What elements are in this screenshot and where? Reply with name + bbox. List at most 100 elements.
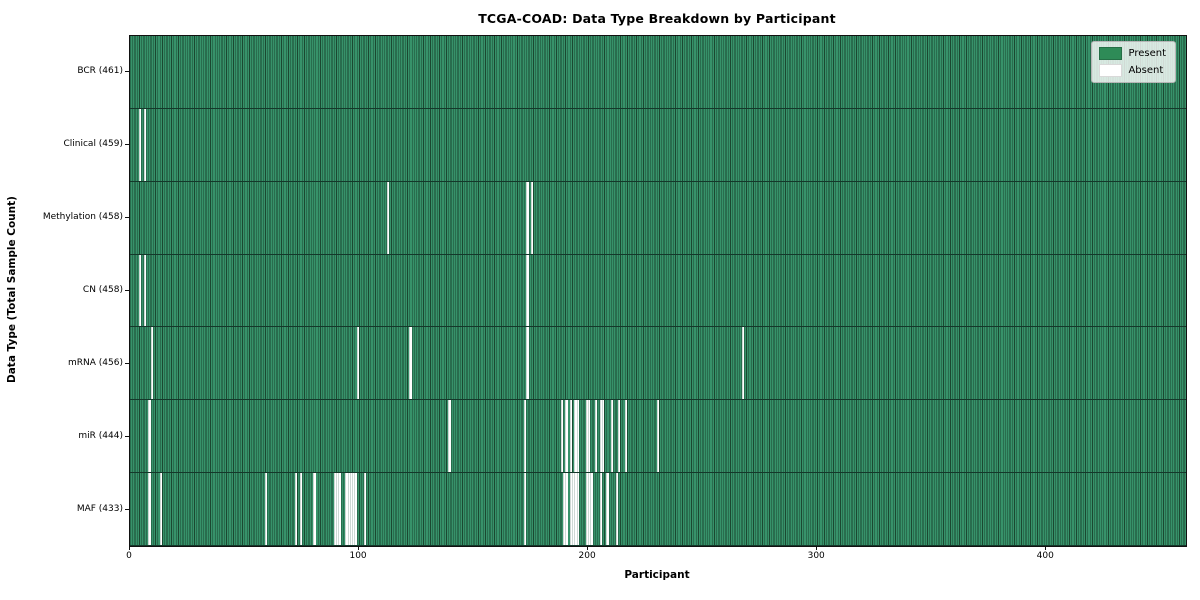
absent-stripe xyxy=(148,473,151,545)
absent-stripe xyxy=(572,473,575,545)
absent-stripe xyxy=(313,473,316,545)
absent-stripe xyxy=(265,473,268,545)
absent-stripe xyxy=(569,473,573,545)
absent-stripe xyxy=(347,473,350,545)
absent-stripe xyxy=(624,400,628,473)
absent-stripe xyxy=(159,473,163,545)
absent-stripe xyxy=(615,473,618,545)
y-tick-mark xyxy=(125,508,129,510)
absent-stripe xyxy=(576,400,579,473)
absent-stripe xyxy=(352,473,355,545)
absent-stripe xyxy=(595,400,598,473)
heatmap-row-methylation xyxy=(130,181,1186,255)
absent-stripe xyxy=(349,473,353,545)
absent-stripe xyxy=(569,400,573,473)
absent-swatch-icon xyxy=(1099,64,1123,77)
absent-stripe xyxy=(574,400,577,473)
absent-stripe xyxy=(524,473,527,545)
plot-area: Present Absent xyxy=(129,35,1187,547)
y-tick-label: Clinical (459) xyxy=(63,139,123,150)
y-tick-mark xyxy=(125,435,129,437)
absent-stripe xyxy=(139,108,142,181)
absent-stripe xyxy=(611,400,614,473)
absent-stripe xyxy=(356,327,360,400)
x-tick-label: 400 xyxy=(1036,551,1054,561)
y-tick-label: mRNA (456) xyxy=(68,357,123,368)
absent-stripe xyxy=(338,473,341,545)
absent-stripe xyxy=(574,473,577,545)
absent-stripe xyxy=(588,400,591,473)
absent-stripe xyxy=(585,473,589,545)
y-tick-mark xyxy=(125,290,129,291)
absent-stripe xyxy=(386,181,389,254)
y-tick-label: miR (444) xyxy=(78,430,123,441)
x-axis-label: Participant xyxy=(624,569,690,581)
absent-stripe xyxy=(409,327,412,400)
absent-stripe xyxy=(617,400,621,473)
absent-stripe xyxy=(562,473,566,545)
heatmap-row-clinical xyxy=(130,108,1186,182)
y-tick-mark xyxy=(125,144,129,146)
x-tick-mark xyxy=(128,546,130,550)
heatmap-row-mir xyxy=(130,400,1186,474)
legend-item-absent: Absent xyxy=(1099,64,1166,77)
absent-stripe xyxy=(524,400,527,473)
absent-stripe xyxy=(599,473,602,545)
y-tick-label: Methylation (458) xyxy=(42,212,123,223)
absent-stripe xyxy=(148,400,151,473)
absent-stripe xyxy=(530,181,534,254)
legend: Present Absent xyxy=(1091,41,1176,83)
y-tick-label: CN (458) xyxy=(82,285,123,295)
absent-stripe xyxy=(139,254,142,327)
absent-stripe xyxy=(601,400,605,473)
y-tick-mark xyxy=(125,217,129,219)
legend-item-present: Present xyxy=(1099,47,1166,60)
absent-stripe xyxy=(588,473,591,545)
x-tick-mark xyxy=(357,546,359,550)
absent-stripe xyxy=(606,473,609,545)
present-swatch-icon xyxy=(1099,47,1123,60)
absent-stripe xyxy=(560,400,563,473)
absent-stripe xyxy=(741,327,744,400)
heatmap-row-mrna xyxy=(130,327,1186,401)
heatmap-row-maf xyxy=(130,473,1186,546)
absent-stripe xyxy=(345,473,348,545)
absent-stripe xyxy=(526,254,529,327)
chart-title: TCGA-COAD: Data Type Breakdown by Partic… xyxy=(478,11,836,26)
absent-stripe xyxy=(448,400,451,473)
absent-stripe xyxy=(585,400,589,473)
absent-stripe xyxy=(590,473,593,545)
y-tick-label: BCR (461) xyxy=(77,66,123,77)
absent-stripe xyxy=(333,473,337,545)
absent-stripe xyxy=(143,254,147,327)
absent-stripe xyxy=(526,327,529,400)
y-axis-label: Data Type (Total Sample Count) xyxy=(6,196,18,384)
x-tick-label: 200 xyxy=(578,551,596,561)
heatmap-row-bcr xyxy=(130,36,1186,109)
absent-stripe xyxy=(150,327,153,400)
heatmap-row-cn xyxy=(130,254,1186,328)
absent-stripe xyxy=(599,400,602,473)
absent-stripe xyxy=(565,473,568,545)
legend-present-label: Present xyxy=(1128,47,1166,59)
y-tick-mark xyxy=(125,71,129,73)
absent-stripe xyxy=(299,473,302,545)
absent-stripe xyxy=(565,400,568,473)
absent-stripe xyxy=(354,473,357,545)
x-tick-mark xyxy=(815,546,817,550)
absent-stripe xyxy=(336,473,339,545)
x-tick-label: 300 xyxy=(807,551,825,561)
absent-stripe xyxy=(143,108,147,181)
x-tick-label: 0 xyxy=(126,551,132,561)
x-tick-mark xyxy=(586,546,588,550)
legend-absent-label: Absent xyxy=(1128,64,1164,76)
absent-stripe xyxy=(363,473,366,545)
y-tick-mark xyxy=(125,362,129,364)
absent-stripe xyxy=(576,473,579,545)
absent-stripe xyxy=(526,181,529,254)
absent-stripe xyxy=(656,400,660,473)
absent-stripe xyxy=(294,473,298,545)
x-tick-mark xyxy=(1044,546,1046,550)
y-tick-label: MAF (433) xyxy=(76,503,123,514)
